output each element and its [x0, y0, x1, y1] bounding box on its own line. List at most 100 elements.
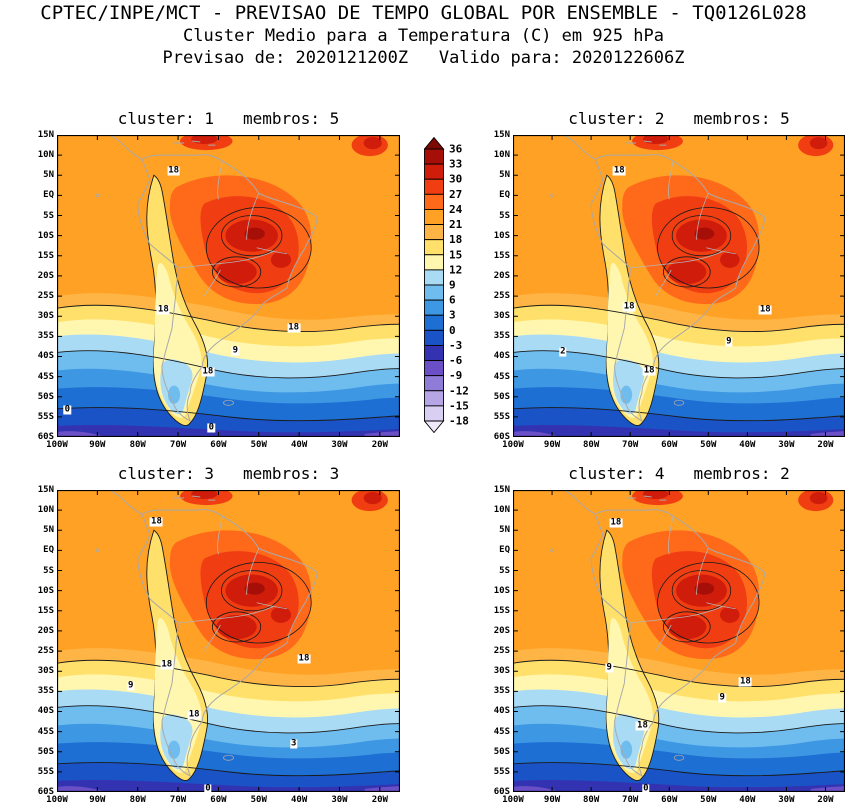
lat-tick-label: 15N [493, 130, 510, 140]
lat-tick-label: 15S [37, 605, 54, 616]
lat-tick-label: 35S [37, 331, 54, 342]
lat-tick-label: 55S [493, 766, 510, 777]
contour-label: 18 [612, 165, 626, 176]
colorbar-level-label: 15 [449, 248, 462, 261]
lon-tick-label: 80W [129, 440, 146, 450]
lat-tick-label: 40S [493, 706, 510, 717]
lat-tick-label: 60S [493, 432, 510, 442]
lon-tick-label: 80W [129, 795, 146, 805]
contour-label: 18 [167, 165, 181, 176]
lon-tick-label: 70W [622, 440, 639, 450]
lat-tick-label: 25S [37, 646, 54, 657]
lon-tick-label: 90W [543, 795, 561, 805]
colorbar-level-label: -6 [449, 354, 463, 367]
lon-tick-label: 20W [371, 795, 388, 805]
colorbar-level-label: 6 [449, 294, 456, 307]
contour-label: 18 [297, 653, 311, 664]
contour-label: 9 [231, 345, 240, 356]
lat-tick-label: 25S [493, 646, 510, 657]
panel-title: cluster: 3 membros: 3 [117, 464, 340, 483]
cluster-map-svg [57, 135, 400, 437]
figure-validity-line: Previsao de: 2020121200Z Valido para: 20… [162, 48, 685, 68]
lat-tick-label: 30S [37, 311, 54, 322]
map-area: 18 9 18 9 18 0 [513, 490, 845, 794]
lat-tick-label: 45S [37, 726, 54, 737]
panel-title: cluster: 1 membros: 5 [117, 109, 340, 128]
lat-tick-label: 10N [493, 150, 510, 161]
colorbar-level-label: 33 [449, 158, 462, 171]
colorbar-level-label: 9 [449, 279, 456, 292]
panel-title: cluster: 2 membros: 5 [568, 109, 790, 128]
contour-label: 18 [758, 304, 772, 315]
contour-label: 9 [605, 662, 613, 673]
lat-tick-label: 60S [493, 787, 510, 797]
colorbar-level-label: 30 [449, 173, 462, 186]
lat-tick-label: 5N [43, 525, 54, 536]
lat-tick-label: 35S [37, 686, 54, 697]
lat-tick-label: 10S [37, 585, 54, 596]
contour-label: 18 [622, 301, 636, 312]
contour-label: 18 [160, 659, 174, 670]
lon-tick-label: 50W [250, 795, 267, 805]
lat-tick-label: 5S [499, 210, 510, 221]
colorbar-level-label: -9 [449, 369, 462, 382]
lat-tick-label: 40S [37, 351, 54, 362]
lat-tick-label: 30S [37, 666, 54, 677]
lon-tick-label: 60W [210, 795, 227, 805]
lat-tick-label: 60S [37, 787, 54, 797]
lat-tick-label: 30S [493, 311, 510, 322]
contour-label: 18 [201, 366, 215, 377]
lat-tick-label: 15N [493, 485, 510, 495]
panel-cluster-4: cluster: 4 membros: 2 18 9 18 9 18 0 15N 10N 5N… [494, 464, 845, 805]
lat-tick-label: 50S [37, 746, 54, 757]
lon-tick-label: 70W [169, 795, 187, 805]
contour-label: 18 [642, 365, 656, 376]
lon-tick-label: 60W [661, 440, 678, 450]
contour-label: 0 [207, 422, 216, 433]
lon-tick-label: 90W [89, 440, 106, 450]
lat-tick-label: 5N [499, 170, 510, 181]
lat-tick-label: 5S [43, 210, 54, 221]
lon-tick-label: 30W [331, 795, 348, 805]
contour-label: 18 [636, 720, 649, 731]
map-area: 18 18 18 9 18 0 0 [57, 135, 400, 437]
map-area: 18 18 18 2 9 18 [513, 135, 845, 437]
contour-label: 18 [287, 322, 301, 333]
lat-tick-label: 35S [493, 331, 510, 342]
colorbar-level-label: 36 [449, 143, 463, 156]
lon-tick-label: 50W [700, 795, 717, 805]
colorbar-level-label: 24 [449, 203, 463, 216]
lat-tick-label: 5S [499, 565, 510, 576]
lon-tick-label: 40W [290, 440, 308, 450]
lat-tick-label: 55S [37, 411, 54, 422]
lat-tick-label: 50S [493, 391, 510, 402]
lat-tick-label: 10S [493, 585, 510, 596]
lon-tick-label: 40W [290, 795, 308, 805]
lon-tick-label: 30W [331, 440, 348, 450]
contour-label: 9 [127, 680, 135, 691]
figure-header: CPTEC/INPE/MCT - PREVISAO DE TEMPO GLOBA… [0, 2, 847, 69]
lat-tick-label: 10S [493, 230, 510, 241]
lat-tick-label: 40S [37, 706, 54, 717]
contour-label: 18 [150, 516, 163, 527]
lat-tick-label: 20S [493, 625, 510, 636]
lat-tick-label: 50S [37, 391, 54, 402]
colorbar-level-label: 12 [449, 263, 462, 276]
figure-title: CPTEC/INPE/MCT - PREVISAO DE TEMPO GLOBA… [40, 2, 807, 24]
lon-tick-label: 90W [543, 440, 561, 450]
map-area: 18 18 18 9 18 3 0 [57, 490, 400, 794]
lon-tick-label: 80W [582, 795, 600, 805]
lat-tick-label: 20S [37, 625, 54, 636]
contour-label: 0 [642, 783, 650, 794]
lat-tick-label: 30S [493, 666, 510, 677]
lat-tick-label: 50S [493, 746, 510, 757]
lat-tick-label: 15S [493, 605, 510, 616]
lat-tick-label: 45S [493, 726, 510, 737]
colorbar-level-label: 27 [449, 188, 462, 201]
lon-tick-label: 60W [210, 440, 227, 450]
colorbar-level-label: 3 [449, 309, 456, 322]
lat-tick-label: 5S [43, 565, 54, 576]
contour-label: 9 [718, 692, 726, 703]
lat-tick-label: 15S [493, 250, 510, 261]
contour-label: 18 [609, 517, 623, 528]
